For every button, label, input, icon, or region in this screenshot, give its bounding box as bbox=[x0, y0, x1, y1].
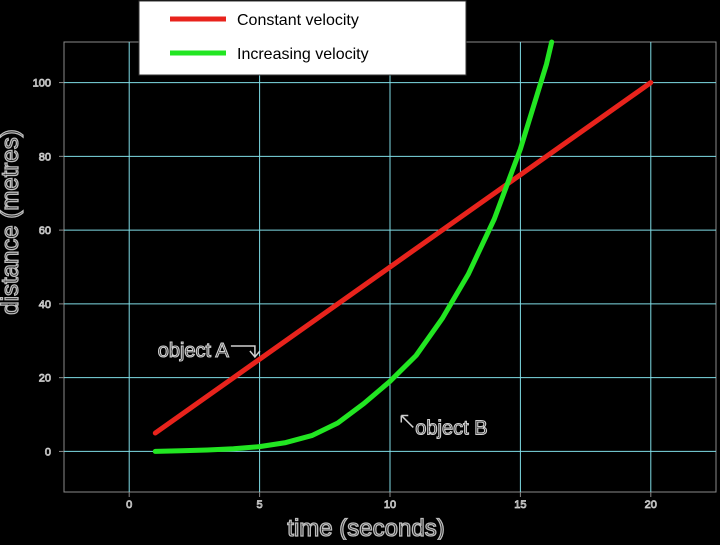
axis-ticks: 0 5 10 15 20 0 20 40 60 80 100 bbox=[32, 77, 657, 511]
y-tick-label: 40 bbox=[39, 299, 51, 311]
y-tick-label: 20 bbox=[39, 373, 51, 385]
legend-label-increasing-velocity: Increasing velocity bbox=[237, 46, 369, 63]
x-tick-label: 10 bbox=[384, 499, 396, 511]
x-tick-label: 15 bbox=[514, 499, 526, 511]
series-layer bbox=[152, 39, 654, 454]
x-tick-label: 5 bbox=[257, 499, 263, 511]
y-tick-label: 0 bbox=[45, 446, 51, 458]
series-line-increasing-velocity bbox=[152, 39, 555, 454]
y-tick-label: 60 bbox=[39, 225, 51, 237]
x-tick-label: 0 bbox=[126, 499, 132, 511]
annotation-arrow-object-a bbox=[230, 345, 261, 359]
grid-lines bbox=[64, 42, 716, 492]
legend-box bbox=[138, 0, 467, 76]
annotation-arrow-object-b bbox=[400, 414, 414, 428]
series-line-constant-velocity bbox=[152, 80, 654, 436]
x-axis-label: time (seconds) bbox=[287, 515, 444, 540]
x-tick-label: 20 bbox=[645, 499, 657, 511]
y-tick-label: 80 bbox=[39, 151, 51, 163]
y-tick-label: 100 bbox=[33, 78, 51, 90]
legend: Constant velocity Increasing velocity bbox=[138, 0, 467, 76]
annotation-object-b: object B bbox=[415, 417, 487, 439]
annotation-object-a: object A bbox=[158, 340, 230, 362]
annotation-layer: object A object B bbox=[157, 339, 488, 440]
y-axis-label: distance (metres) bbox=[0, 129, 24, 314]
legend-label-constant-velocity: Constant velocity bbox=[237, 12, 359, 29]
